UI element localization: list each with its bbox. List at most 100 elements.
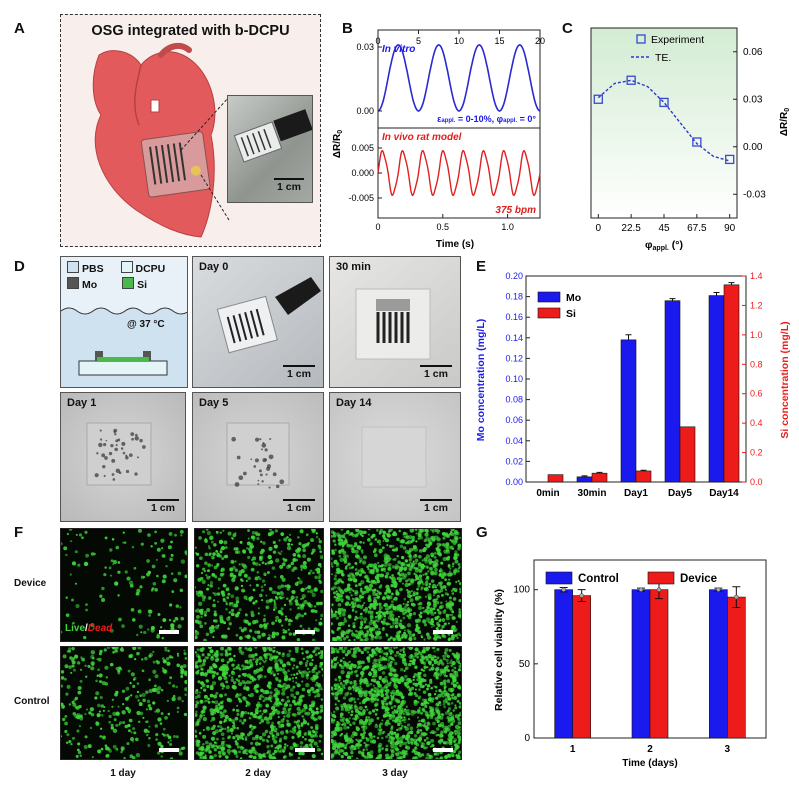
live-cell (425, 736, 429, 740)
live-cell (436, 647, 440, 652)
live-cell (248, 659, 253, 663)
live-cell (352, 622, 356, 626)
live-cell (378, 602, 382, 606)
live-cell (273, 544, 278, 549)
live-cell (378, 591, 382, 596)
live-cell (208, 596, 212, 600)
residue-speck (257, 479, 260, 482)
live-cell (181, 699, 184, 703)
live-cell (362, 541, 365, 544)
live-cell (358, 706, 363, 711)
live-cell (318, 539, 323, 544)
live-cell (390, 583, 394, 588)
live-cell (205, 726, 211, 731)
live-cell (355, 738, 358, 741)
live-cell (171, 696, 176, 702)
live-cell (406, 708, 410, 713)
live-cell (395, 650, 400, 655)
live-cell (169, 743, 173, 747)
live-cell (271, 721, 275, 725)
live-cell (260, 548, 265, 553)
live-cell (425, 575, 430, 580)
live-cell (349, 692, 352, 695)
live-cell (184, 550, 187, 554)
live-cell (357, 746, 360, 750)
residue-speck (125, 455, 129, 460)
live-cell (448, 596, 452, 600)
live-cell (222, 583, 227, 588)
live-cell (169, 603, 173, 607)
live-cell (388, 663, 393, 667)
live-cell (273, 603, 277, 607)
live-cell (195, 546, 197, 549)
live-cell (444, 622, 448, 625)
live-cell (403, 567, 407, 571)
live-cell (388, 613, 393, 617)
live-cell (246, 701, 250, 706)
live-cell (377, 663, 381, 668)
live-cell (443, 693, 448, 697)
residue-speck (254, 458, 259, 463)
live-cell (219, 550, 223, 554)
live-cell (259, 593, 263, 598)
live-cell (197, 577, 202, 582)
live-cell (247, 537, 250, 540)
live-cell (361, 534, 364, 538)
live-cell (257, 715, 262, 720)
live-cell (364, 744, 368, 749)
panel-b-top-xtick-label: 0 (375, 36, 380, 46)
live-cell (393, 584, 398, 588)
live-cell (245, 665, 249, 669)
live-cell (408, 549, 412, 552)
live-cell (398, 692, 403, 697)
live-cell (361, 551, 364, 554)
live-cell (213, 671, 217, 675)
live-cell (115, 747, 119, 751)
live-cell (370, 678, 374, 682)
panel-e-category-label: 30min (578, 488, 607, 499)
live-cell (221, 713, 225, 718)
live-cell (427, 653, 431, 658)
live-cell (207, 701, 211, 704)
live-cell (111, 537, 115, 541)
live-cell (291, 729, 297, 734)
live-cell (243, 686, 247, 690)
live-cell (350, 734, 355, 739)
live-cell (87, 744, 92, 749)
live-cell (341, 649, 346, 654)
live-cell (361, 700, 366, 705)
live-cell (234, 694, 238, 698)
residue-speck (279, 479, 285, 485)
live-cell (423, 665, 427, 669)
live-cell (452, 629, 456, 633)
residue-speck (118, 471, 122, 475)
live-cell (213, 610, 217, 614)
live-cell (406, 629, 410, 633)
live-cell (96, 674, 99, 677)
live-cell (184, 693, 187, 696)
live-cell (203, 688, 207, 692)
live-cell (333, 595, 337, 599)
live-cell (111, 705, 114, 708)
live-cell (361, 674, 364, 678)
live-cell (208, 745, 211, 749)
live-cell (410, 566, 414, 569)
live-cell (308, 604, 312, 608)
live-cell (302, 554, 307, 559)
live-cell (388, 701, 392, 705)
live-cell (436, 660, 439, 664)
live-cell (352, 686, 355, 689)
live-cell (236, 726, 240, 730)
live-cell (355, 686, 360, 692)
live-cell (342, 550, 347, 555)
live-cell (278, 539, 281, 542)
live-cell (341, 572, 345, 577)
live-cell (286, 545, 292, 551)
live-cell (425, 756, 429, 759)
live-cell (99, 649, 103, 654)
live-cell (104, 566, 107, 569)
live-cell (211, 726, 216, 731)
residue-speck (136, 456, 139, 459)
live-cell (290, 595, 295, 600)
live-cell (351, 631, 354, 635)
